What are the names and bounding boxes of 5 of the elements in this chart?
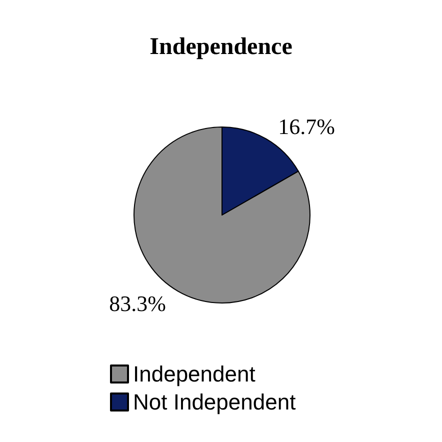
data-label: 16.7% [278,114,335,140]
legend-label: Independent [133,362,256,386]
legend-label: Not Independent [133,390,296,414]
chart-title: Independence [150,34,293,60]
data-label: 83.3% [109,290,166,316]
